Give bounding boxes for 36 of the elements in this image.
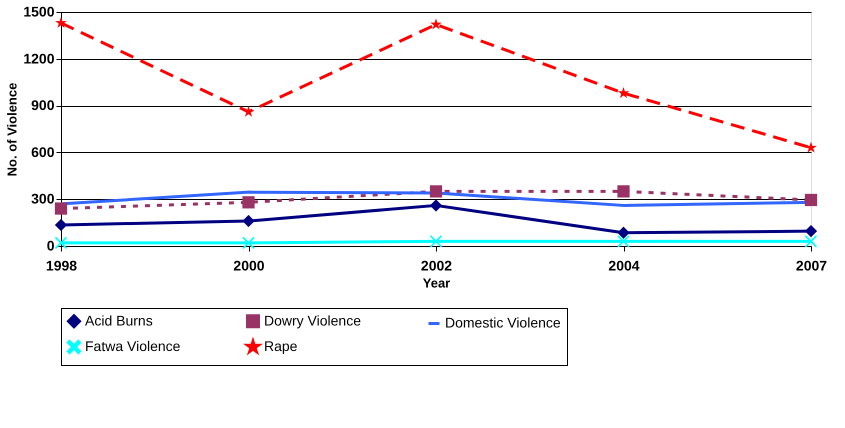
x-tick-label: 2004: [608, 258, 640, 274]
point: [54, 218, 68, 232]
legend-label: Domestic Violence: [445, 314, 561, 330]
point: [617, 235, 630, 248]
point: [430, 185, 442, 198]
y-tick-label: 600: [31, 144, 55, 160]
point: [618, 86, 630, 98]
point: [430, 18, 442, 30]
y-tick-label: 1200: [23, 50, 55, 66]
x-axis-title: Year: [422, 276, 450, 290]
point: [804, 225, 818, 238]
point: [242, 196, 255, 208]
x-tick-label: 2002: [420, 258, 452, 274]
y-axis-title: No. of Violence: [4, 82, 20, 176]
legend-label: Dowry Violence: [264, 312, 362, 328]
point: [430, 235, 442, 248]
legend-label: Rape: [264, 338, 298, 354]
y-tick-label: 0: [46, 238, 55, 254]
point: [430, 199, 442, 212]
legend-label: Fatwa Violence: [85, 338, 181, 354]
point: [54, 236, 68, 250]
point: [54, 202, 68, 215]
point: [617, 185, 630, 198]
legend-label: Acid Burns: [85, 312, 153, 328]
x-tick-label: 2000: [233, 258, 265, 274]
x-tick-label: 2007: [796, 258, 828, 274]
point: [804, 194, 818, 206]
point: [55, 16, 67, 28]
x-tick-label: 1998: [46, 258, 78, 274]
y-tick-label: 900: [31, 97, 55, 114]
y-tick-label: 300: [31, 190, 55, 207]
point: [242, 236, 255, 250]
point: [804, 235, 818, 248]
point: [242, 214, 255, 228]
point: [617, 226, 630, 239]
y-tick-label: 1500: [23, 4, 55, 20]
